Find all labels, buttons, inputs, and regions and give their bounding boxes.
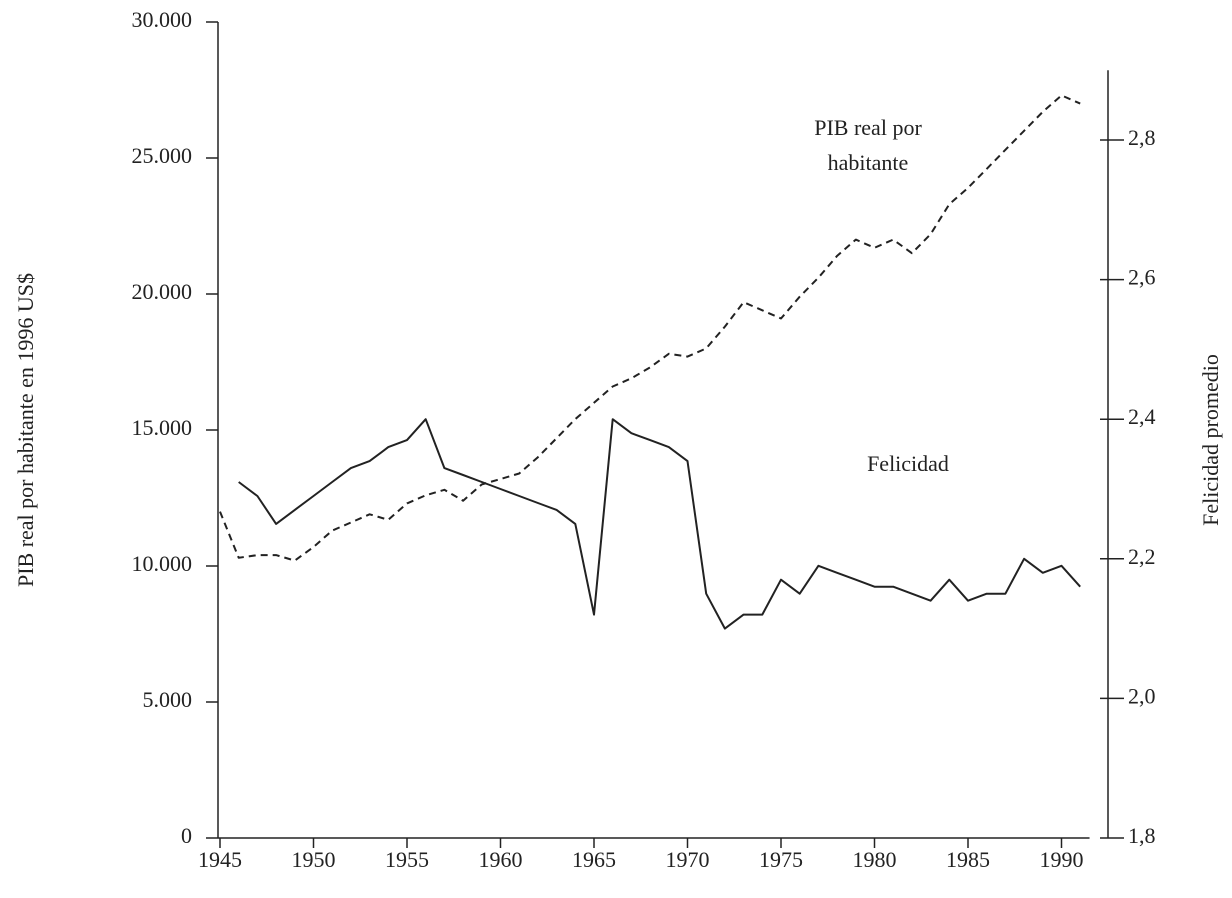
y-tick-label: 20.000 — [132, 279, 193, 304]
y2-tick-label: 2,4 — [1128, 404, 1156, 429]
y2-tick-label: 2,0 — [1128, 683, 1156, 708]
x-tick-label: 1945 — [198, 847, 242, 872]
y-tick-label: 15.000 — [132, 415, 193, 440]
x-tick-label: 1980 — [853, 847, 897, 872]
annotation: Felicidad — [867, 451, 949, 476]
data-line — [219, 94, 1081, 562]
y-tick-label: 0 — [181, 823, 192, 848]
x-tick-label: 1990 — [1040, 847, 1084, 872]
annotation: habitante — [828, 150, 909, 175]
x-tick-label: 1970 — [666, 847, 710, 872]
y2-axis-label: Felicidad promedio — [1198, 354, 1223, 526]
y2-tick-label: 1,8 — [1128, 823, 1156, 848]
annotation: PIB real por — [814, 115, 922, 140]
y-tick-label: 30.000 — [132, 7, 193, 32]
data-line — [238, 418, 1081, 630]
x-tick-label: 1985 — [946, 847, 990, 872]
y-axis-label: PIB real por habitante en 1996 US$ — [13, 273, 38, 587]
y2-tick-label: 2,6 — [1128, 265, 1156, 290]
y-tick-label: 10.000 — [132, 551, 193, 576]
x-tick-label: 1955 — [385, 847, 429, 872]
x-tick-label: 1975 — [759, 847, 803, 872]
x-tick-label: 1965 — [572, 847, 616, 872]
y-tick-label: 25.000 — [132, 143, 193, 168]
y2-tick-label: 2,2 — [1128, 544, 1156, 569]
x-tick-label: 1950 — [292, 847, 336, 872]
y-tick-label: 5.000 — [143, 687, 193, 712]
x-tick-label: 1960 — [479, 847, 523, 872]
y2-tick-label: 2,8 — [1128, 125, 1156, 150]
